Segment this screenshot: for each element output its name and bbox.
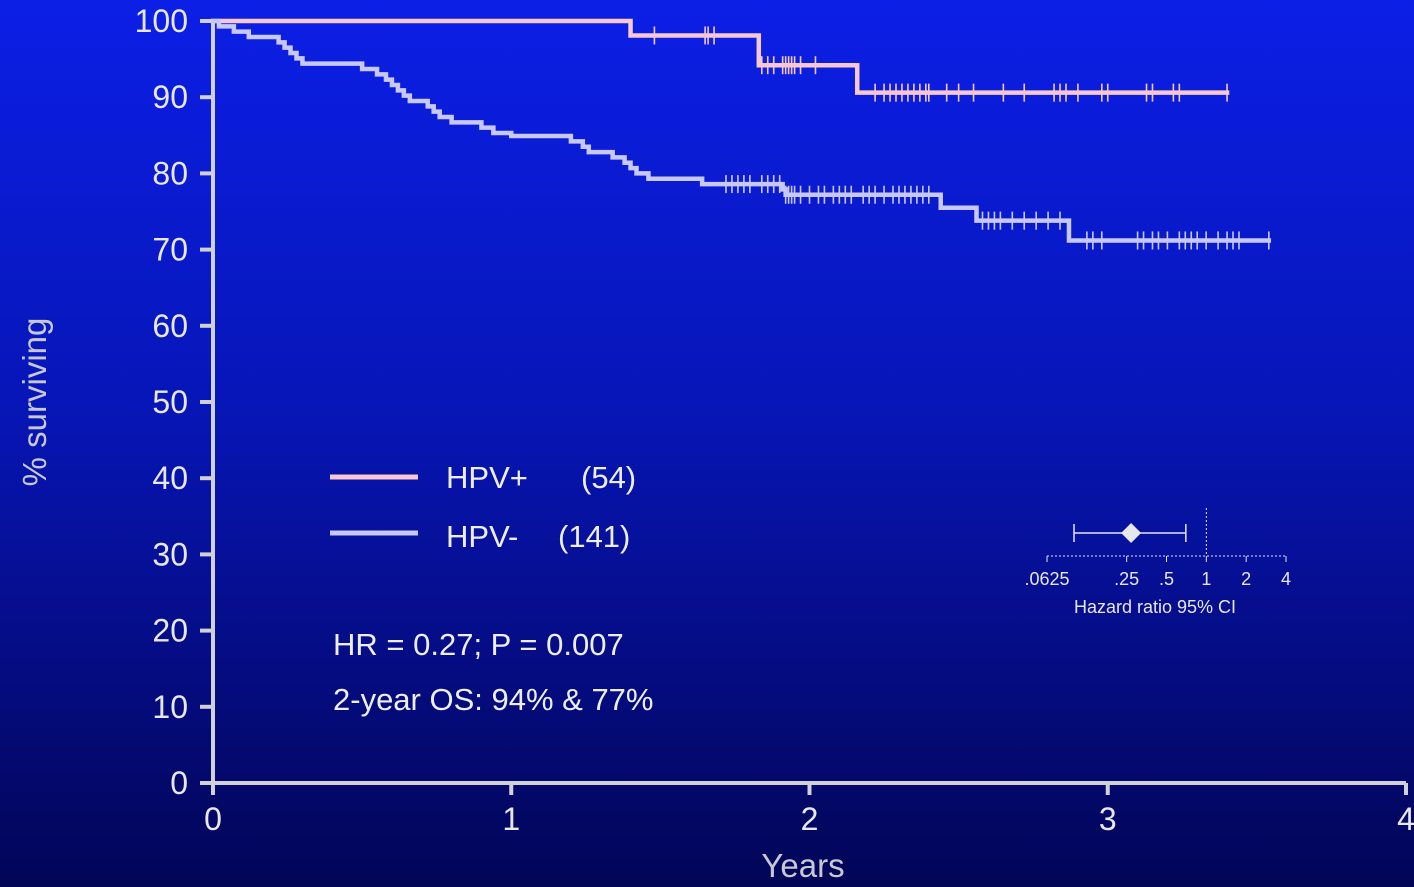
survival-curve-hpv-negative	[210, 18, 1272, 243]
y-tick-label: 70	[152, 232, 188, 268]
forest-plot-axis-label: Hazard ratio 95% CI	[1074, 597, 1236, 617]
x-tick-label: 4	[1397, 801, 1414, 837]
survival-curves	[210, 18, 1272, 250]
forest-estimate-diamond	[1121, 523, 1142, 543]
y-tick-label: 10	[152, 689, 188, 725]
legend-label-hpv-negative: HPV-	[446, 519, 518, 554]
y-tick-label: 0	[170, 765, 188, 801]
hazard-ratio-annotation: HR = 0.27; P = 0.007	[333, 627, 624, 662]
x-tick-label: 2	[801, 801, 819, 837]
y-tick-label: 50	[152, 384, 188, 420]
legend-label-hpv-positive: HPV+	[446, 460, 528, 495]
x-tick-label: 0	[204, 801, 222, 837]
legend: HPV+ (54) HPV- (141)	[330, 460, 636, 554]
survival-curve-hpv-positive	[210, 18, 1230, 95]
y-tick-label: 80	[152, 155, 188, 191]
y-tick-label: 100	[135, 3, 188, 39]
forest-tick-label: 4	[1281, 569, 1291, 589]
forest-tick-label: 2	[1241, 569, 1251, 589]
x-axis-ticks: 0 1 2 3 4	[204, 783, 1414, 837]
y-tick-label: 40	[152, 460, 188, 496]
legend-count-hpv-positive: (54)	[581, 460, 636, 495]
y-tick-label: 30	[152, 536, 188, 572]
y-axis-title: % surviving	[16, 318, 53, 487]
y-tick-label: 60	[152, 308, 188, 344]
forest-tick-label: 1	[1201, 569, 1211, 589]
forest-tick-label: .25	[1114, 569, 1139, 589]
y-axis-ticks: 0 10 20 30 40 50 60 70 80 90 100	[135, 3, 213, 801]
two-year-os-annotation: 2-year OS: 94% & 77%	[333, 682, 654, 717]
forest-plot: Hazard ratio 95% CI .0625 .25 .5 1 2 4	[1024, 508, 1291, 617]
x-tick-label: 1	[502, 801, 520, 837]
forest-tick-label: .0625	[1024, 569, 1069, 589]
x-tick-label: 3	[1099, 801, 1117, 837]
x-axis-title: Years	[761, 847, 844, 884]
y-tick-label: 90	[152, 79, 188, 115]
forest-tick-label: .5	[1159, 569, 1174, 589]
legend-count-hpv-negative: (141)	[558, 519, 630, 554]
y-tick-label: 20	[152, 613, 188, 649]
